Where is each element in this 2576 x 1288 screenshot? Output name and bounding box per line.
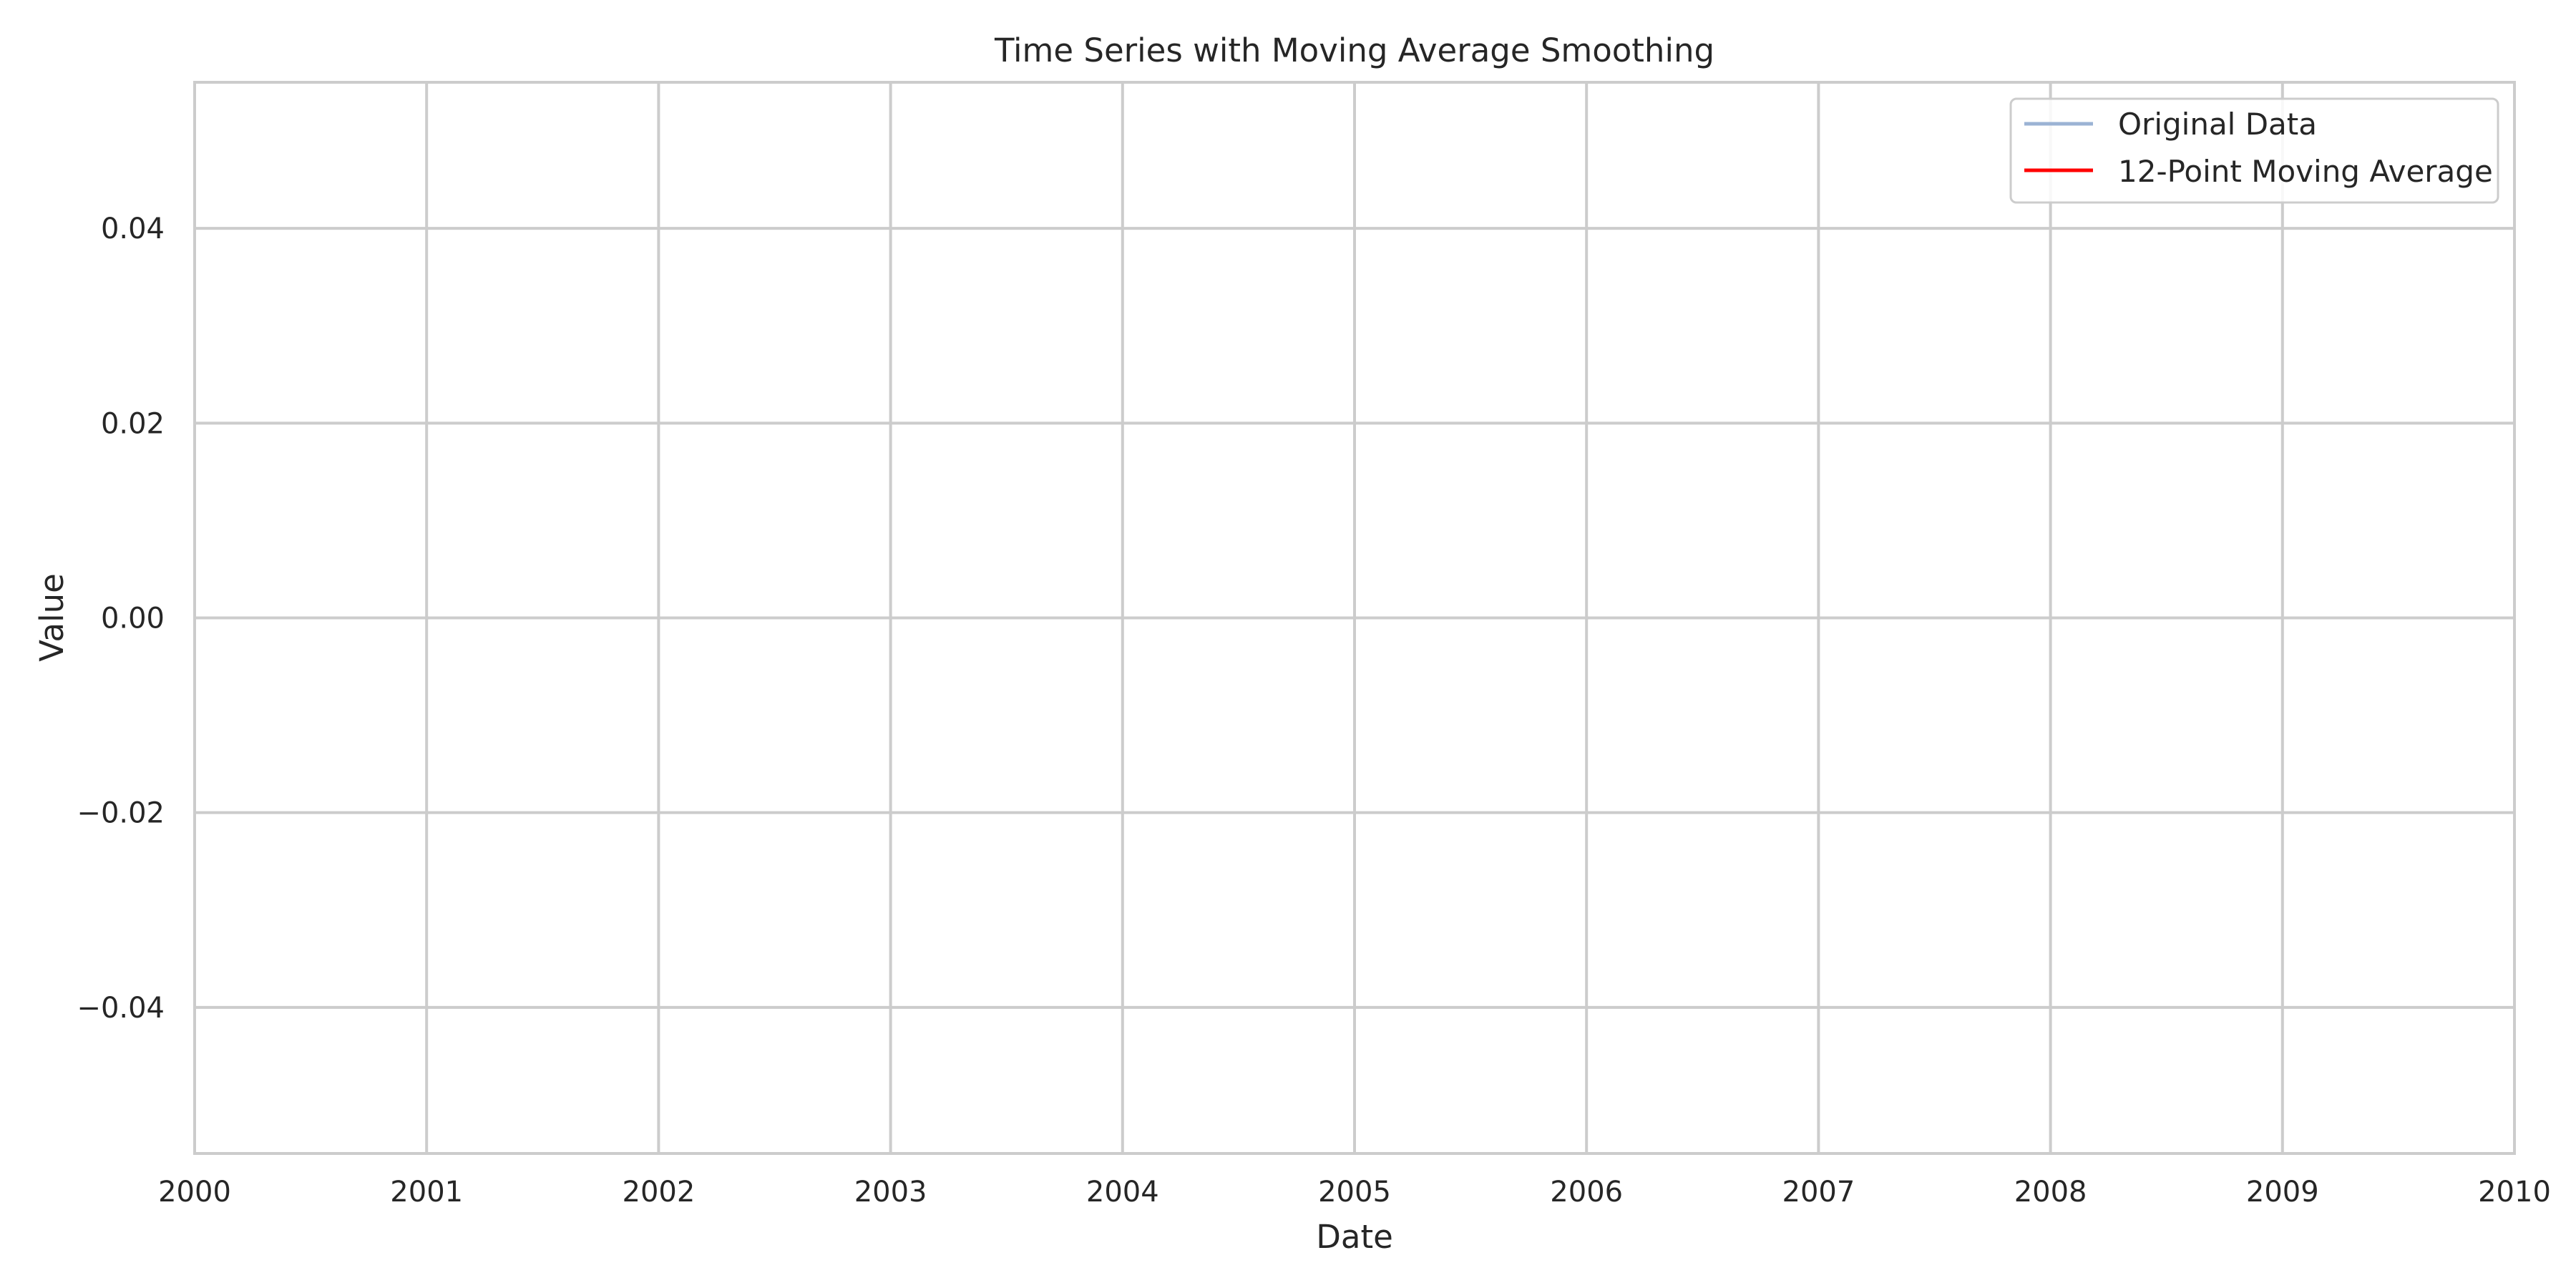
x-tick-label: 2005 bbox=[1318, 1176, 1391, 1209]
y-axis-tick-labels: −0.04 −0.02 0.00 0.02 0.04 bbox=[77, 213, 165, 1025]
x-tick-label: 2001 bbox=[390, 1176, 463, 1209]
chart-title: Time Series with Moving Average Smoothin… bbox=[994, 31, 1714, 69]
x-tick-label: 2003 bbox=[854, 1176, 927, 1209]
plot-frame bbox=[193, 81, 2516, 1155]
x-tick-label: 2008 bbox=[2014, 1176, 2087, 1209]
x-tick-label: 2006 bbox=[1550, 1176, 1623, 1209]
y-tick-label: 0.04 bbox=[101, 213, 165, 245]
x-tick-label: 2004 bbox=[1086, 1176, 1159, 1209]
x-tick-label: 2010 bbox=[2478, 1176, 2551, 1209]
x-tick-label: 2000 bbox=[158, 1176, 231, 1209]
y-axis-label: Value bbox=[33, 573, 71, 662]
x-tick-label: 2002 bbox=[623, 1176, 696, 1209]
legend: Original Data 12-Point Moving Average bbox=[2009, 97, 2499, 204]
y-tick-label: −0.04 bbox=[77, 992, 165, 1025]
legend-label-original-data: Original Data bbox=[2118, 107, 2317, 142]
legend-box bbox=[2009, 97, 2499, 204]
x-tick-label: 2009 bbox=[2246, 1176, 2319, 1209]
legend-label-moving-average: 12-Point Moving Average bbox=[2118, 154, 2493, 189]
x-axis-label: Date bbox=[1316, 1218, 1393, 1256]
grid-lines bbox=[195, 82, 2514, 1153]
x-tick-label: 2007 bbox=[1782, 1176, 1855, 1209]
y-tick-label: 0.02 bbox=[101, 407, 165, 440]
x-axis-tick-labels: 2000 2001 2002 2003 2004 2005 2006 2007 2008 2009… bbox=[158, 1176, 2551, 1209]
plot-area bbox=[193, 81, 2516, 1155]
y-tick-label: −0.02 bbox=[77, 797, 165, 830]
y-tick-label: 0.00 bbox=[101, 602, 165, 635]
